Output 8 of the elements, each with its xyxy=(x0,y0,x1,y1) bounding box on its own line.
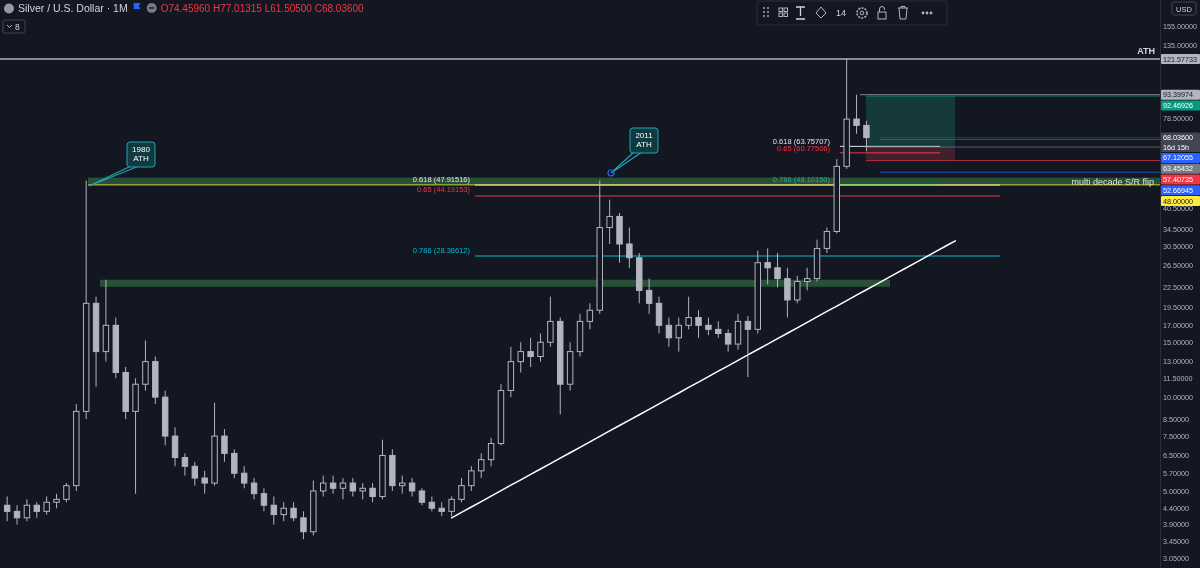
band-label: multi decade S/R flip xyxy=(1071,176,1154,187)
chart-subtitle: O74.45960 H77.01315 L61.50500 C68.03600 xyxy=(160,3,365,14)
annotation: 8 xyxy=(15,22,20,32)
annotation: 14 xyxy=(835,8,847,18)
annotation: 1980 ATH xyxy=(132,145,151,163)
annotation: 2011 ATH xyxy=(635,131,654,149)
chart-title: Silver / U.S. Dollar · 1M xyxy=(18,2,128,14)
ref-line-label: ATH xyxy=(1137,46,1155,56)
